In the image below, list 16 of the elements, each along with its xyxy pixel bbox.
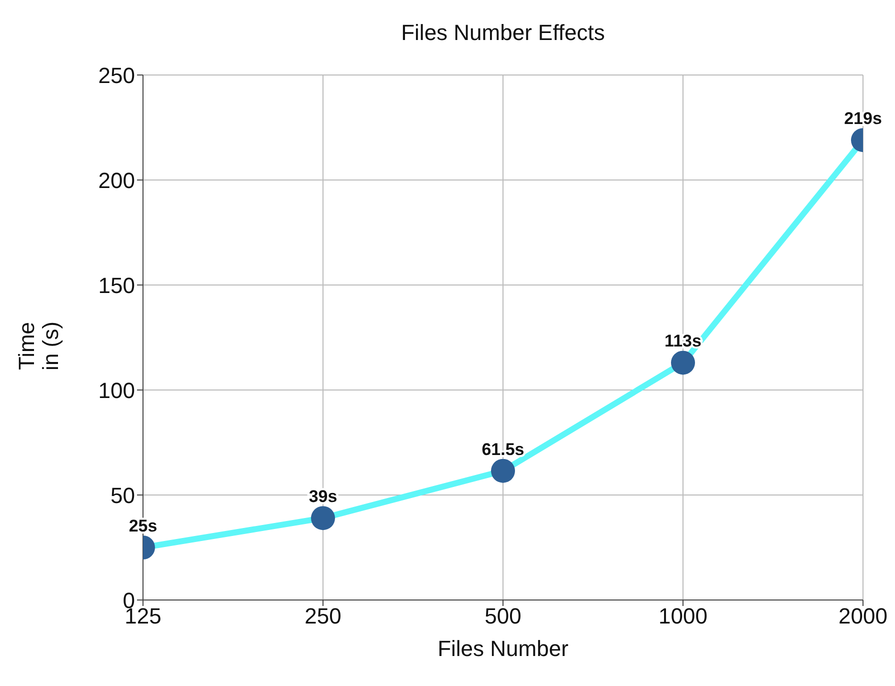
y-tick-label: 200 <box>98 168 135 193</box>
y-tick-label: 250 <box>98 62 135 88</box>
y-axis-title: Time in (s) <box>14 322 63 370</box>
x-axis-title: Files Number <box>438 636 568 661</box>
data-label: 219s <box>844 109 882 128</box>
data-label: 39s <box>308 487 338 506</box>
x-tick-label: 2000 <box>838 604 888 629</box>
data-label: 61.5s <box>482 440 524 459</box>
chart-title: Files Number Effects <box>400 20 606 46</box>
x-tick-label: 1000 <box>658 604 708 629</box>
x-tick-label: 500 <box>484 604 522 629</box>
y-tick-label: 150 <box>98 272 135 298</box>
y-tick-label: 100 <box>98 378 135 403</box>
x-tick-label: 250 <box>304 604 342 629</box>
y-tick-label: 50 <box>110 482 135 508</box>
point <box>491 458 515 483</box>
